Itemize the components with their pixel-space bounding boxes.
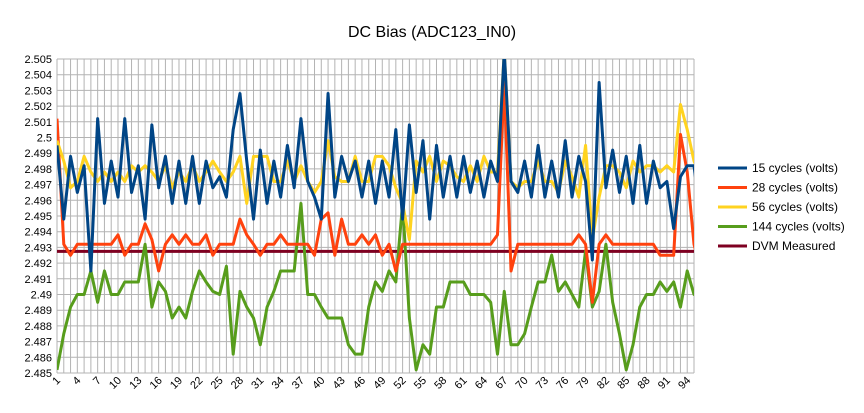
y-tick-label: 2.489 (24, 305, 52, 317)
legend: 15 cycles (volts) 28 cycles (volts) 56 cyc… (718, 161, 845, 253)
y-tick-label: 2.492 (24, 258, 52, 270)
x-tick-label: 61 (453, 375, 470, 392)
x-tick-label: 46 (351, 375, 368, 392)
y-tick-label: 2.486 (24, 352, 52, 364)
y-tick-label: 2.494 (24, 227, 52, 239)
x-tick-label: 40 (310, 375, 327, 392)
y-tick-label: 2.499 (24, 148, 52, 160)
x-tick-label: 55 (412, 375, 429, 392)
x-tick-label: 94 (676, 375, 693, 392)
series-line (57, 59, 694, 273)
x-tick-label: 4 (71, 375, 84, 388)
y-tick-label: 2.495 (24, 211, 52, 223)
legend-label: DVM Measured (752, 239, 835, 253)
x-tick-label: 49 (371, 375, 388, 392)
series-line (57, 201, 694, 372)
y-tick-label: 2.49 (31, 290, 52, 302)
series-lines (57, 59, 694, 372)
x-tick-label: 10 (107, 375, 124, 392)
series-line (57, 81, 694, 304)
x-tick-label: 28 (229, 375, 246, 392)
x-tick-label: 88 (636, 375, 653, 392)
y-tick-label: 2.504 (24, 70, 52, 82)
y-axis-ticks: 2.485 2.486 2.487 2.488 2.489 2.49 2.491 2.492 2… (24, 54, 52, 380)
x-tick-label: 37 (290, 375, 307, 392)
y-tick-label: 2.501 (24, 117, 52, 129)
x-tick-label: 64 (473, 375, 490, 392)
y-tick-label: 2.491 (24, 274, 52, 286)
x-axis-ticks: 1 4 7 10 13 16 19 22 25 28 31 34 37 40 43 46 49 52 55 58 61 6… (50, 375, 693, 392)
x-tick-label: 34 (270, 375, 287, 392)
x-tick-label: 43 (331, 375, 348, 392)
x-tick-label: 67 (493, 375, 510, 392)
x-tick-label: 1 (50, 375, 63, 388)
x-tick-label: 85 (615, 375, 632, 392)
x-tick-label: 73 (534, 375, 551, 392)
x-tick-label: 58 (432, 375, 449, 392)
legend-label: 15 cycles (volts) (752, 161, 838, 175)
y-tick-label: 2.493 (24, 242, 52, 254)
x-tick-label: 31 (249, 375, 266, 392)
x-tick-label: 91 (656, 375, 673, 392)
y-tick-label: 2.488 (24, 321, 52, 333)
y-tick-label: 2.498 (24, 164, 52, 176)
y-tick-label: 2.5 (37, 133, 52, 145)
legend-label: 56 cycles (volts) (752, 200, 838, 214)
y-tick-label: 2.503 (24, 85, 52, 97)
chart-title: DC Bias (ADC123_IN0) (348, 24, 516, 41)
y-tick-label: 2.497 (24, 180, 52, 192)
y-tick-label: 2.505 (24, 54, 52, 66)
x-tick-label: 52 (392, 375, 409, 392)
legend-label: 144 cycles (volts) (752, 220, 845, 234)
x-tick-label: 76 (554, 375, 571, 392)
x-tick-label: 7 (91, 375, 104, 388)
x-tick-label: 16 (148, 375, 165, 392)
x-tick-label: 70 (514, 375, 531, 392)
y-tick-label: 2.502 (24, 101, 52, 113)
x-tick-label: 19 (168, 375, 185, 392)
legend-label: 28 cycles (volts) (752, 181, 838, 195)
x-tick-label: 13 (127, 375, 144, 392)
x-tick-label: 22 (188, 375, 205, 392)
y-tick-label: 2.485 (24, 368, 52, 380)
y-tick-label: 2.487 (24, 337, 52, 349)
y-tick-label: 2.496 (24, 195, 52, 207)
x-tick-label: 25 (209, 375, 226, 392)
x-tick-label: 82 (595, 375, 612, 392)
x-tick-label: 79 (575, 375, 592, 392)
